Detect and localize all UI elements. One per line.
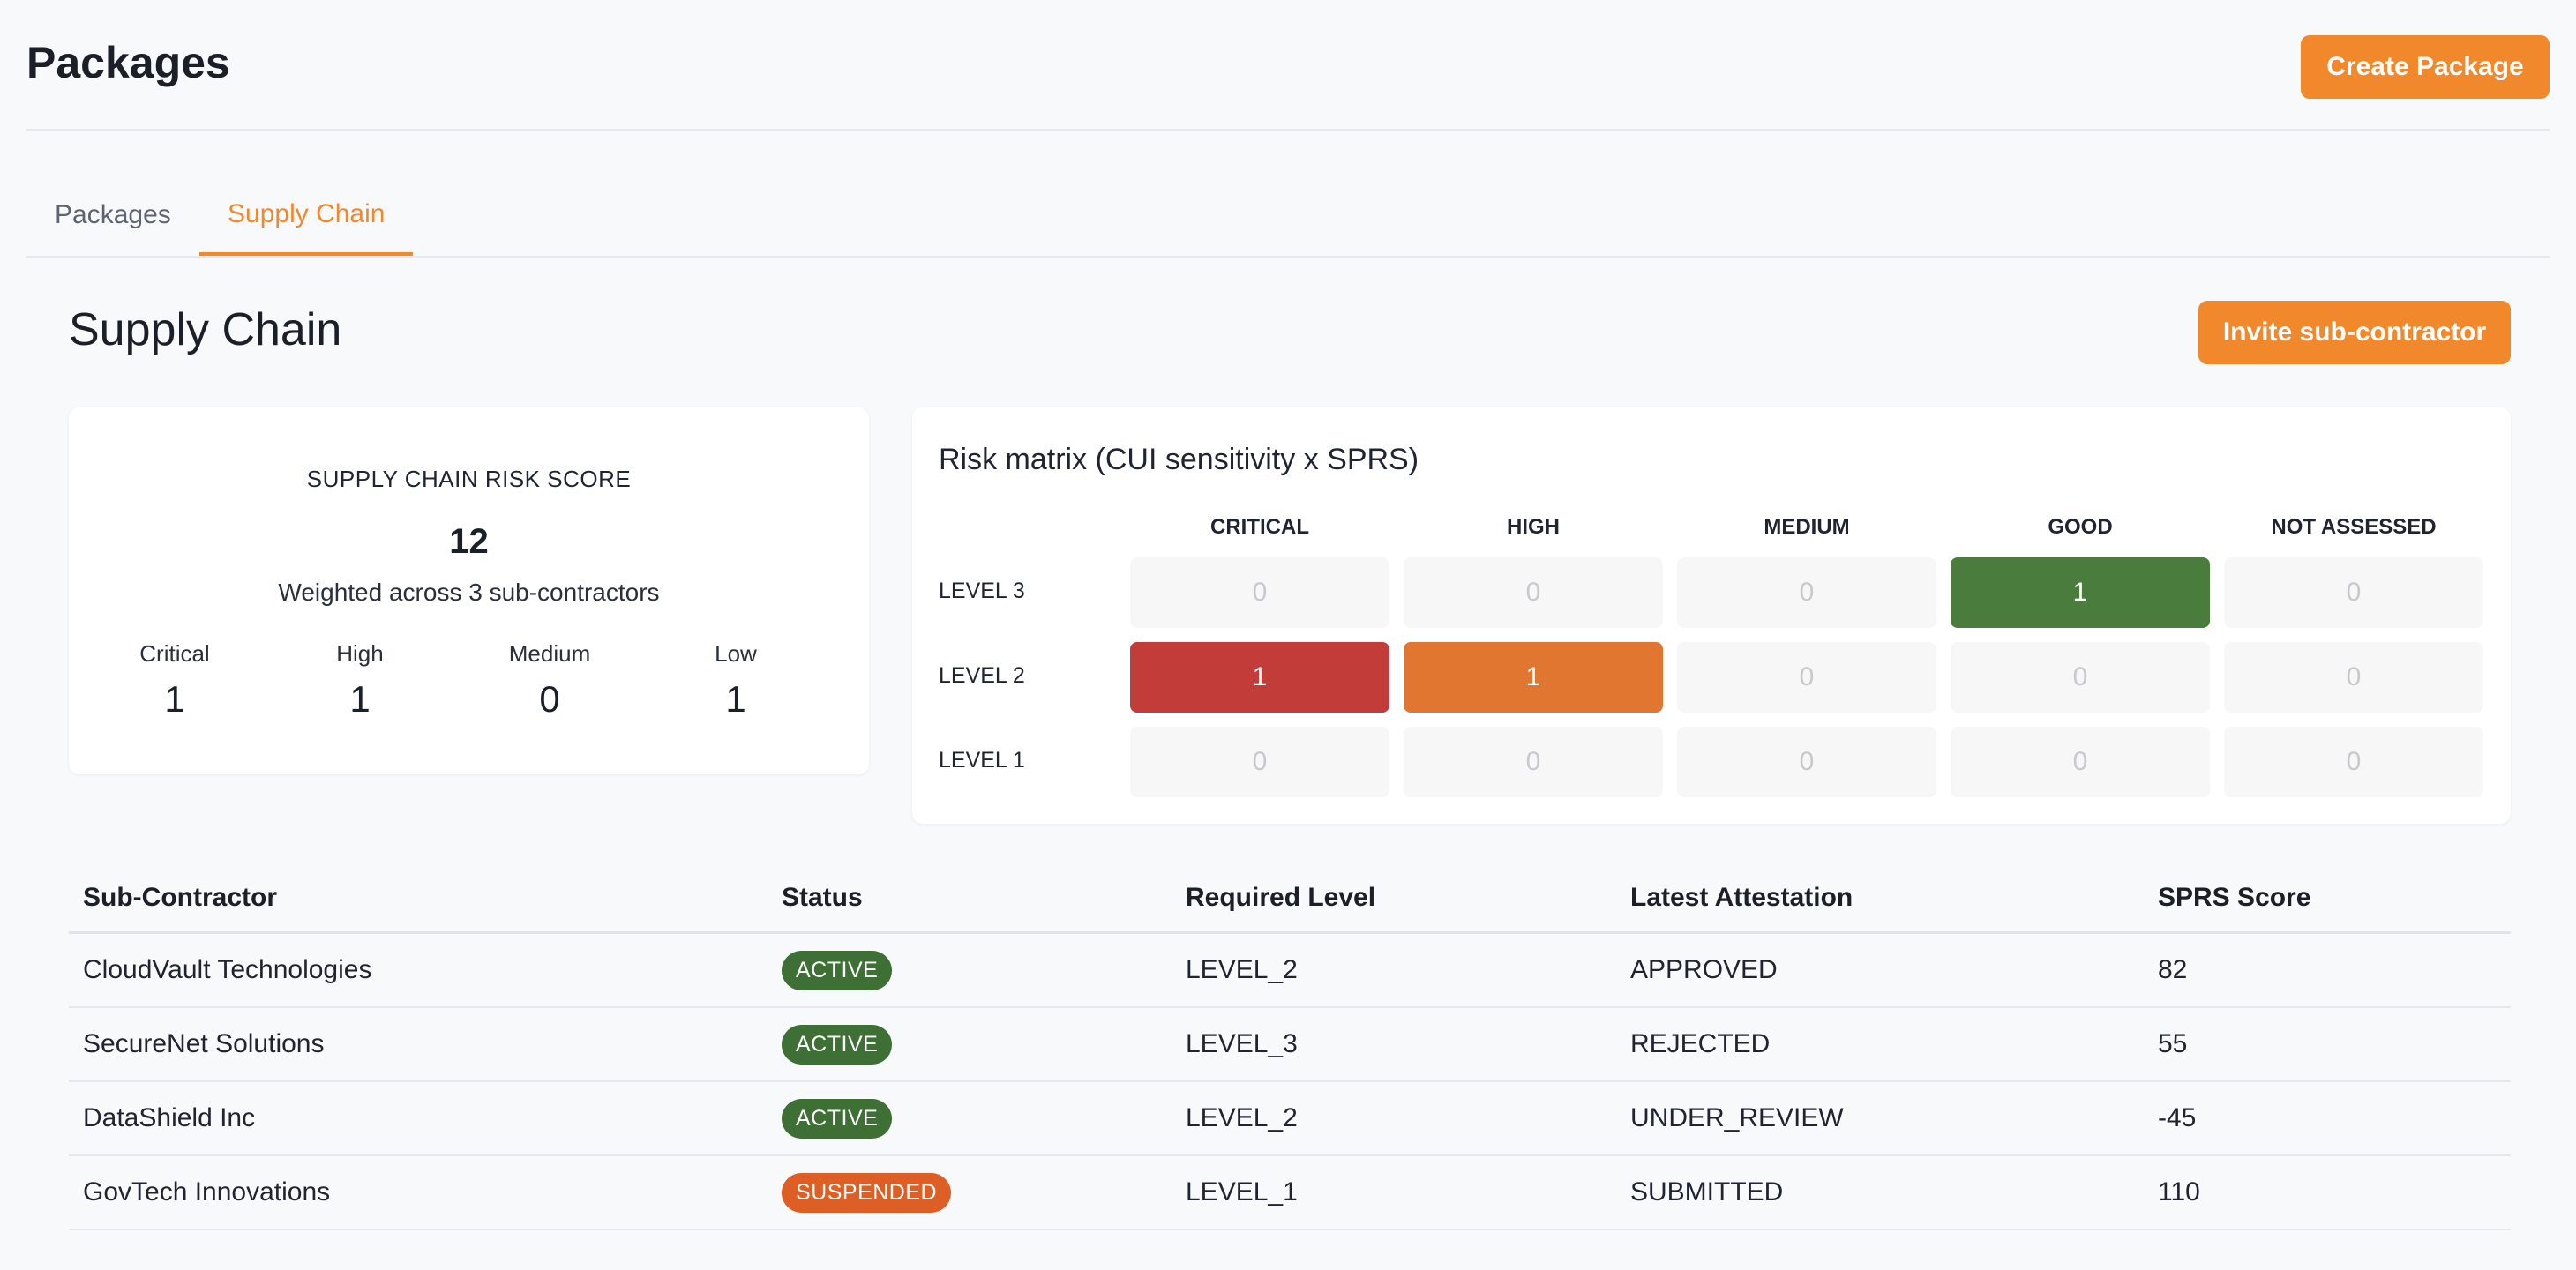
column-header-latest-attestation[interactable]: Latest Attestation [1630,883,1853,912]
stat-label: High [336,640,384,667]
risk-matrix-card: Risk matrix (CUI sensitivity x SPRS) CRI… [912,407,2511,824]
matrix-cell-level2-not-assessed[interactable]: 0 [2224,642,2483,713]
cell-status: ACTIVE [782,934,893,1006]
stat-label: Low [715,640,757,667]
matrix-cell-level1-high[interactable]: 0 [1404,727,1663,797]
status-badge: ACTIVE [782,1098,893,1139]
matrix-cell-level1-not-assessed[interactable]: 0 [2224,727,2483,797]
tab-bar: Packages Supply Chain [26,176,2550,258]
matrix-row-level-1: LEVEL 1 [939,748,1025,773]
matrix-column-medium: MEDIUM [1764,515,1850,539]
matrix-cell-level2-high[interactable]: 1 [1404,642,1663,713]
matrix-cell-level2-medium[interactable]: 0 [1677,642,1936,713]
cell-sprs-score: 110 [2158,1177,2200,1206]
matrix-cell-level1-medium[interactable]: 0 [1677,727,1936,797]
matrix-cell-level3-not-assessed[interactable]: 0 [2224,557,2483,628]
cell-sprs-score: -45 [2158,1103,2197,1132]
status-badge: ACTIVE [782,1024,893,1065]
matrix-column-high: HIGH [1507,515,1560,539]
status-badge: ACTIVE [782,950,893,990]
matrix-cell-level2-critical[interactable]: 1 [1130,642,1389,713]
matrix-cell-level3-good[interactable]: 1 [1951,557,2210,628]
table-row[interactable]: CloudVault Technologies ACTIVE LEVEL_2 A… [69,934,2511,1008]
matrix-cell-level1-good[interactable]: 0 [1951,727,2210,797]
column-header-required-level[interactable]: Required Level [1186,883,1376,912]
cell-status: ACTIVE [782,1008,893,1080]
page-title: Packages [26,38,230,87]
cell-required-level: LEVEL_1 [1186,1177,1298,1206]
stat-value: 1 [164,678,185,720]
sub-contractor-table: Sub-Contractor Status Required Level Lat… [69,864,2511,1230]
risk-matrix-title: Risk matrix (CUI sensitivity x SPRS) [939,443,1419,476]
cell-sub-contractor: SecureNet Solutions [83,1029,325,1058]
cell-latest-attestation: SUBMITTED [1630,1177,1784,1206]
stat-value: 1 [349,678,371,720]
matrix-cell-level3-medium[interactable]: 0 [1677,557,1936,628]
tab-supply-chain[interactable]: Supply Chain [199,176,414,256]
cell-sub-contractor: GovTech Innovations [83,1177,331,1206]
stat-label: Critical [139,640,210,667]
risk-score-subtitle: Weighted across 3 sub-contractors [278,579,660,606]
matrix-row-level-2: LEVEL 2 [939,663,1025,688]
cell-status: ACTIVE [782,1082,893,1154]
stat-label: Medium [508,640,591,667]
risk-score-heading: SUPPLY CHAIN RISK SCORE [306,466,632,492]
matrix-column-good: GOOD [2048,515,2113,539]
matrix-column-critical: CRITICAL [1210,515,1309,539]
cell-latest-attestation: REJECTED [1630,1029,1771,1058]
cell-sprs-score: 55 [2158,1029,2188,1058]
section-title: Supply Chain [69,304,342,355]
column-header-status[interactable]: Status [782,883,863,912]
cell-latest-attestation: APPROVED [1630,955,1778,984]
cell-required-level: LEVEL_2 [1186,955,1298,984]
stat-value: 0 [539,678,560,720]
risk-score-card: SUPPLY CHAIN RISK SCORE 12 Weighted acro… [69,407,869,774]
tab-packages[interactable]: Packages [55,200,171,229]
matrix-cell-level1-critical[interactable]: 0 [1130,727,1389,797]
stat-critical: Critical 1 [86,640,263,721]
matrix-cell-level3-critical[interactable]: 0 [1130,557,1389,628]
table-row[interactable]: SecureNet Solutions ACTIVE LEVEL_3 REJEC… [69,1008,2511,1082]
matrix-row-level-3: LEVEL 3 [939,579,1025,603]
cell-required-level: LEVEL_2 [1186,1103,1298,1132]
cell-sub-contractor: DataShield Inc [83,1103,256,1132]
cell-required-level: LEVEL_3 [1186,1029,1298,1058]
matrix-cell-level3-high[interactable]: 0 [1404,557,1663,628]
cell-latest-attestation: UNDER_REVIEW [1630,1103,1844,1132]
table-row[interactable]: DataShield Inc ACTIVE LEVEL_2 UNDER_REVI… [69,1082,2511,1156]
stat-value: 1 [725,678,746,720]
table-row[interactable]: GovTech Innovations SUSPENDED LEVEL_1 SU… [69,1156,2511,1230]
invite-sub-contractor-button[interactable]: Invite sub-contractor [2198,301,2511,364]
stat-high: High 1 [272,640,448,721]
column-header-sprs-score[interactable]: SPRS Score [2158,883,2311,912]
cell-sprs-score: 82 [2158,955,2188,984]
matrix-column-not-assessed: NOT ASSESSED [2271,515,2437,539]
column-header-sub-contractor[interactable]: Sub-Contractor [83,883,277,912]
cell-sub-contractor: CloudVault Technologies [83,955,372,984]
matrix-cell-level2-good[interactable]: 0 [1951,642,2210,713]
status-badge: SUSPENDED [782,1172,952,1213]
stat-medium: Medium 0 [461,640,638,721]
page-header: Packages Create Package [26,0,2550,131]
risk-score-value: 12 [449,522,489,561]
create-package-button[interactable]: Create Package [2301,35,2550,99]
stat-low: Low 1 [648,640,824,721]
cell-status: SUSPENDED [782,1156,952,1229]
table-header-row: Sub-Contractor Status Required Level Lat… [69,864,2511,934]
